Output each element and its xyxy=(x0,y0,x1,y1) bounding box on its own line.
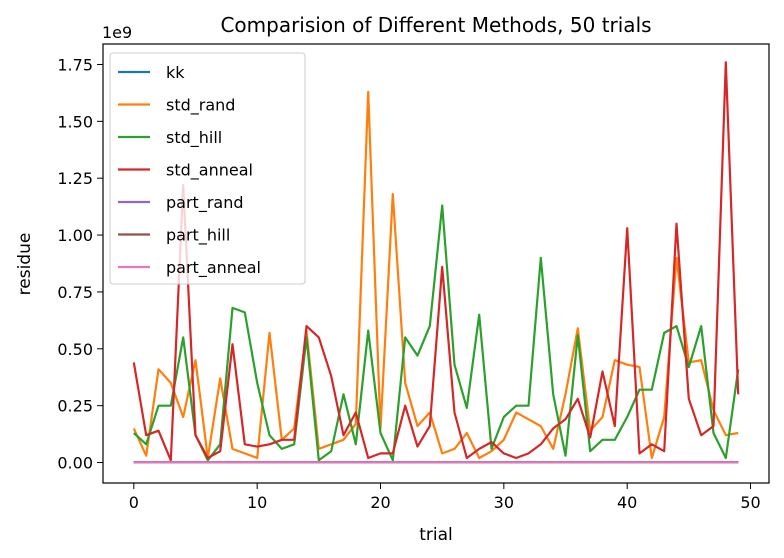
legend-label-std-rand: std_rand xyxy=(166,96,235,116)
y-tick-label: 0.50 xyxy=(57,340,93,359)
series-line-std-hill xyxy=(133,204,740,462)
legend-frame xyxy=(109,52,306,285)
x-tick-label: 50 xyxy=(740,493,760,512)
x-axis: 0 10 20 30 40 50 xyxy=(129,483,761,512)
y-tick-label: 1.25 xyxy=(57,169,93,188)
y-axis-label: residue xyxy=(15,233,35,296)
x-tick-label: 0 xyxy=(129,493,139,512)
x-tick-label: 10 xyxy=(247,493,267,512)
x-tick-label: 40 xyxy=(617,493,637,512)
y-tick-label: 1.50 xyxy=(57,112,93,131)
x-tick-label: 30 xyxy=(494,493,514,512)
series-lines xyxy=(132,61,740,464)
y-tick-label: 0.00 xyxy=(57,454,93,473)
legend-label-part-anneal: part_anneal xyxy=(166,258,261,278)
x-axis-label: trial xyxy=(419,525,453,545)
y-tick-label: 0.75 xyxy=(57,283,93,302)
legend-label-std-hill: std_hill xyxy=(166,128,222,148)
legend-label-part-hill: part_hill xyxy=(166,226,230,246)
series-line-std-anneal xyxy=(132,61,740,462)
y-tick-label: 1.00 xyxy=(57,226,93,245)
plot-area xyxy=(102,43,770,484)
y-scale-label: 1e9 xyxy=(102,23,132,42)
legend: kk std_rand std_hill std_anneal part_randpar… xyxy=(109,52,306,285)
x-tick-label: 20 xyxy=(370,493,390,512)
chart-title: Comparision of Different Methods, 50 tri… xyxy=(220,13,651,37)
y-tick-label: 0.25 xyxy=(57,397,93,416)
y-axis: 0.00 0.25 0.50 0.75 1.00 1.25 1.50 1.75 xyxy=(57,55,103,473)
legend-label-part-rand: part_rand xyxy=(166,193,244,213)
legend-label-std-anneal: std_anneal xyxy=(166,161,253,181)
legend-label-kk: kk xyxy=(166,63,185,82)
y-tick-label: 1.75 xyxy=(57,55,93,74)
series-line-std-rand xyxy=(132,90,739,460)
